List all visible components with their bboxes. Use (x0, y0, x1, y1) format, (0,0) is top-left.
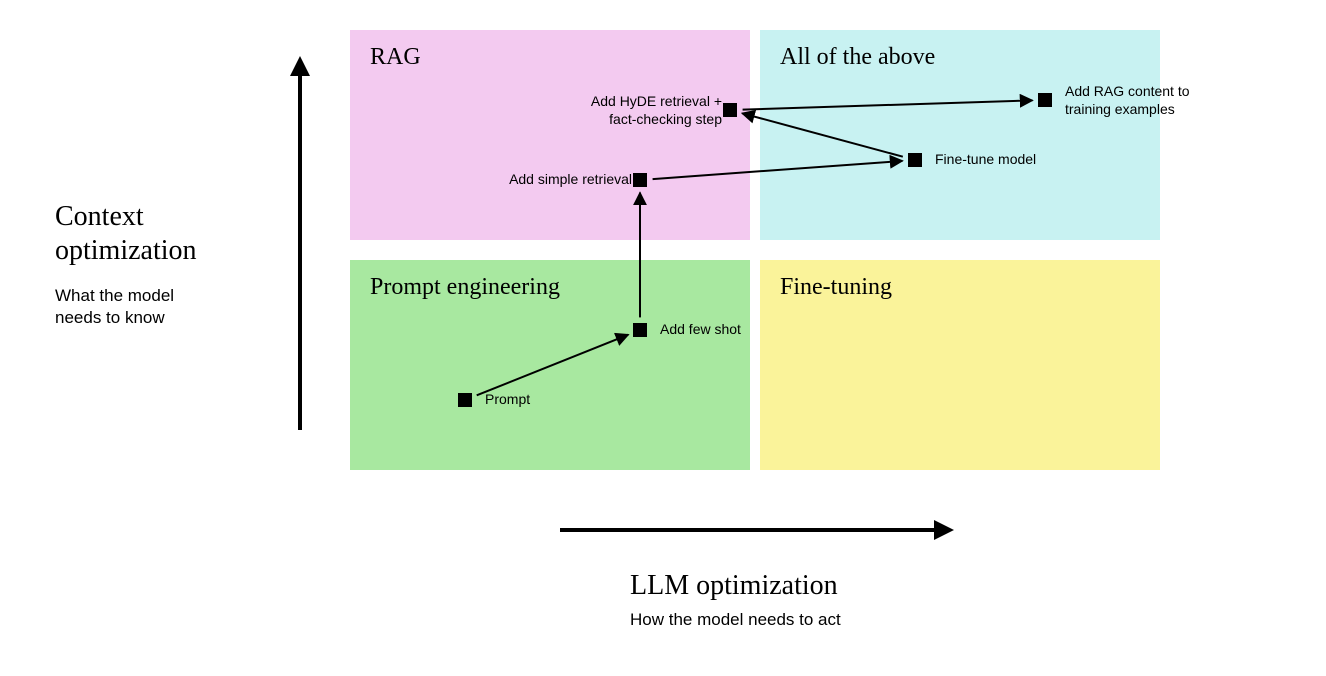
quadrant-title-rag: RAG (370, 44, 421, 71)
point-label-ft-model: Fine-tune model (935, 151, 1036, 169)
point-label-simple-retr: Add simple retrieval (509, 171, 632, 189)
point-label-hyde: Add HyDE retrieval + fact-checking step (591, 93, 722, 128)
point-rag-train (1038, 93, 1052, 107)
quadrant-title-all: All of the above (780, 44, 935, 71)
quadrant-title-prompt-eng: Prompt engineering (370, 274, 560, 301)
x-axis-title: LLM optimization (630, 570, 838, 602)
y-axis-subtitle: What the model needs to know (55, 285, 225, 329)
diagram-stage: RAG All of the above Prompt engineering Fin… (0, 0, 1326, 676)
edge-hyde-to-rag-train (743, 100, 1033, 109)
point-ft-model (908, 153, 922, 167)
point-label-few-shot: Add few shot (660, 321, 741, 339)
point-prompt (458, 393, 472, 407)
x-axis-subtitle: How the model needs to act (630, 610, 841, 630)
point-label-prompt: Prompt (485, 391, 530, 409)
point-hyde (723, 103, 737, 117)
point-few-shot (633, 323, 647, 337)
y-axis-title: Context optimization (55, 200, 197, 267)
quadrant-title-fine-tuning: Fine-tuning (780, 274, 892, 301)
edge-ft-model-to-hyde (742, 113, 903, 156)
edge-simple-retr-to-ft-model (653, 161, 903, 179)
point-label-rag-train: Add RAG content to training examples (1065, 83, 1190, 118)
edge-prompt-to-few-shot (477, 335, 629, 396)
point-simple-retr (633, 173, 647, 187)
